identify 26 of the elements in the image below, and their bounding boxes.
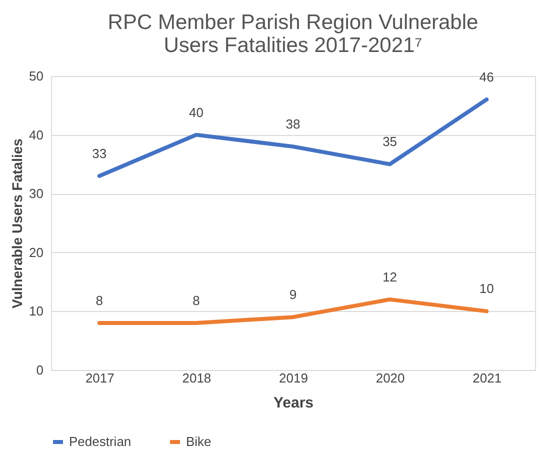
y-tick-label: 40 — [29, 127, 44, 142]
data-label: 33 — [92, 146, 107, 161]
legend-label: Bike — [186, 434, 212, 449]
legend-label: Pedestrian — [69, 434, 132, 449]
data-label: 8 — [192, 292, 200, 308]
x-tick-label: 2019 — [279, 370, 308, 386]
x-axis-title: Years — [273, 394, 314, 412]
data-label: 38 — [286, 116, 300, 132]
y-tick-label: 30 — [29, 186, 44, 202]
data-label: 10 — [479, 281, 494, 296]
y-axis-title: Vulnerable Users Fatalies — [9, 138, 26, 308]
data-label: 9 — [289, 287, 297, 302]
data-label: 35 — [382, 134, 398, 150]
y-tick-label: 50 — [29, 68, 44, 84]
data-label: 8 — [96, 292, 104, 308]
y-tick-label: 20 — [29, 244, 44, 260]
y-tick-label: 0 — [36, 362, 44, 378]
x-tick-label: 2020 — [376, 370, 405, 386]
x-tick-label: 2021 — [472, 370, 502, 386]
y-tick-label: 10 — [29, 304, 44, 319]
chart-title: RPC Member Parish Region Vulnerable Users Fatalities 2017-2021⁷ — [108, 11, 478, 57]
x-tick-label: 2018 — [182, 370, 212, 386]
data-label: 12 — [382, 269, 398, 284]
x-tick-label: 2017 — [85, 370, 114, 386]
data-label: 40 — [188, 104, 204, 120]
data-label: 46 — [479, 70, 494, 85]
